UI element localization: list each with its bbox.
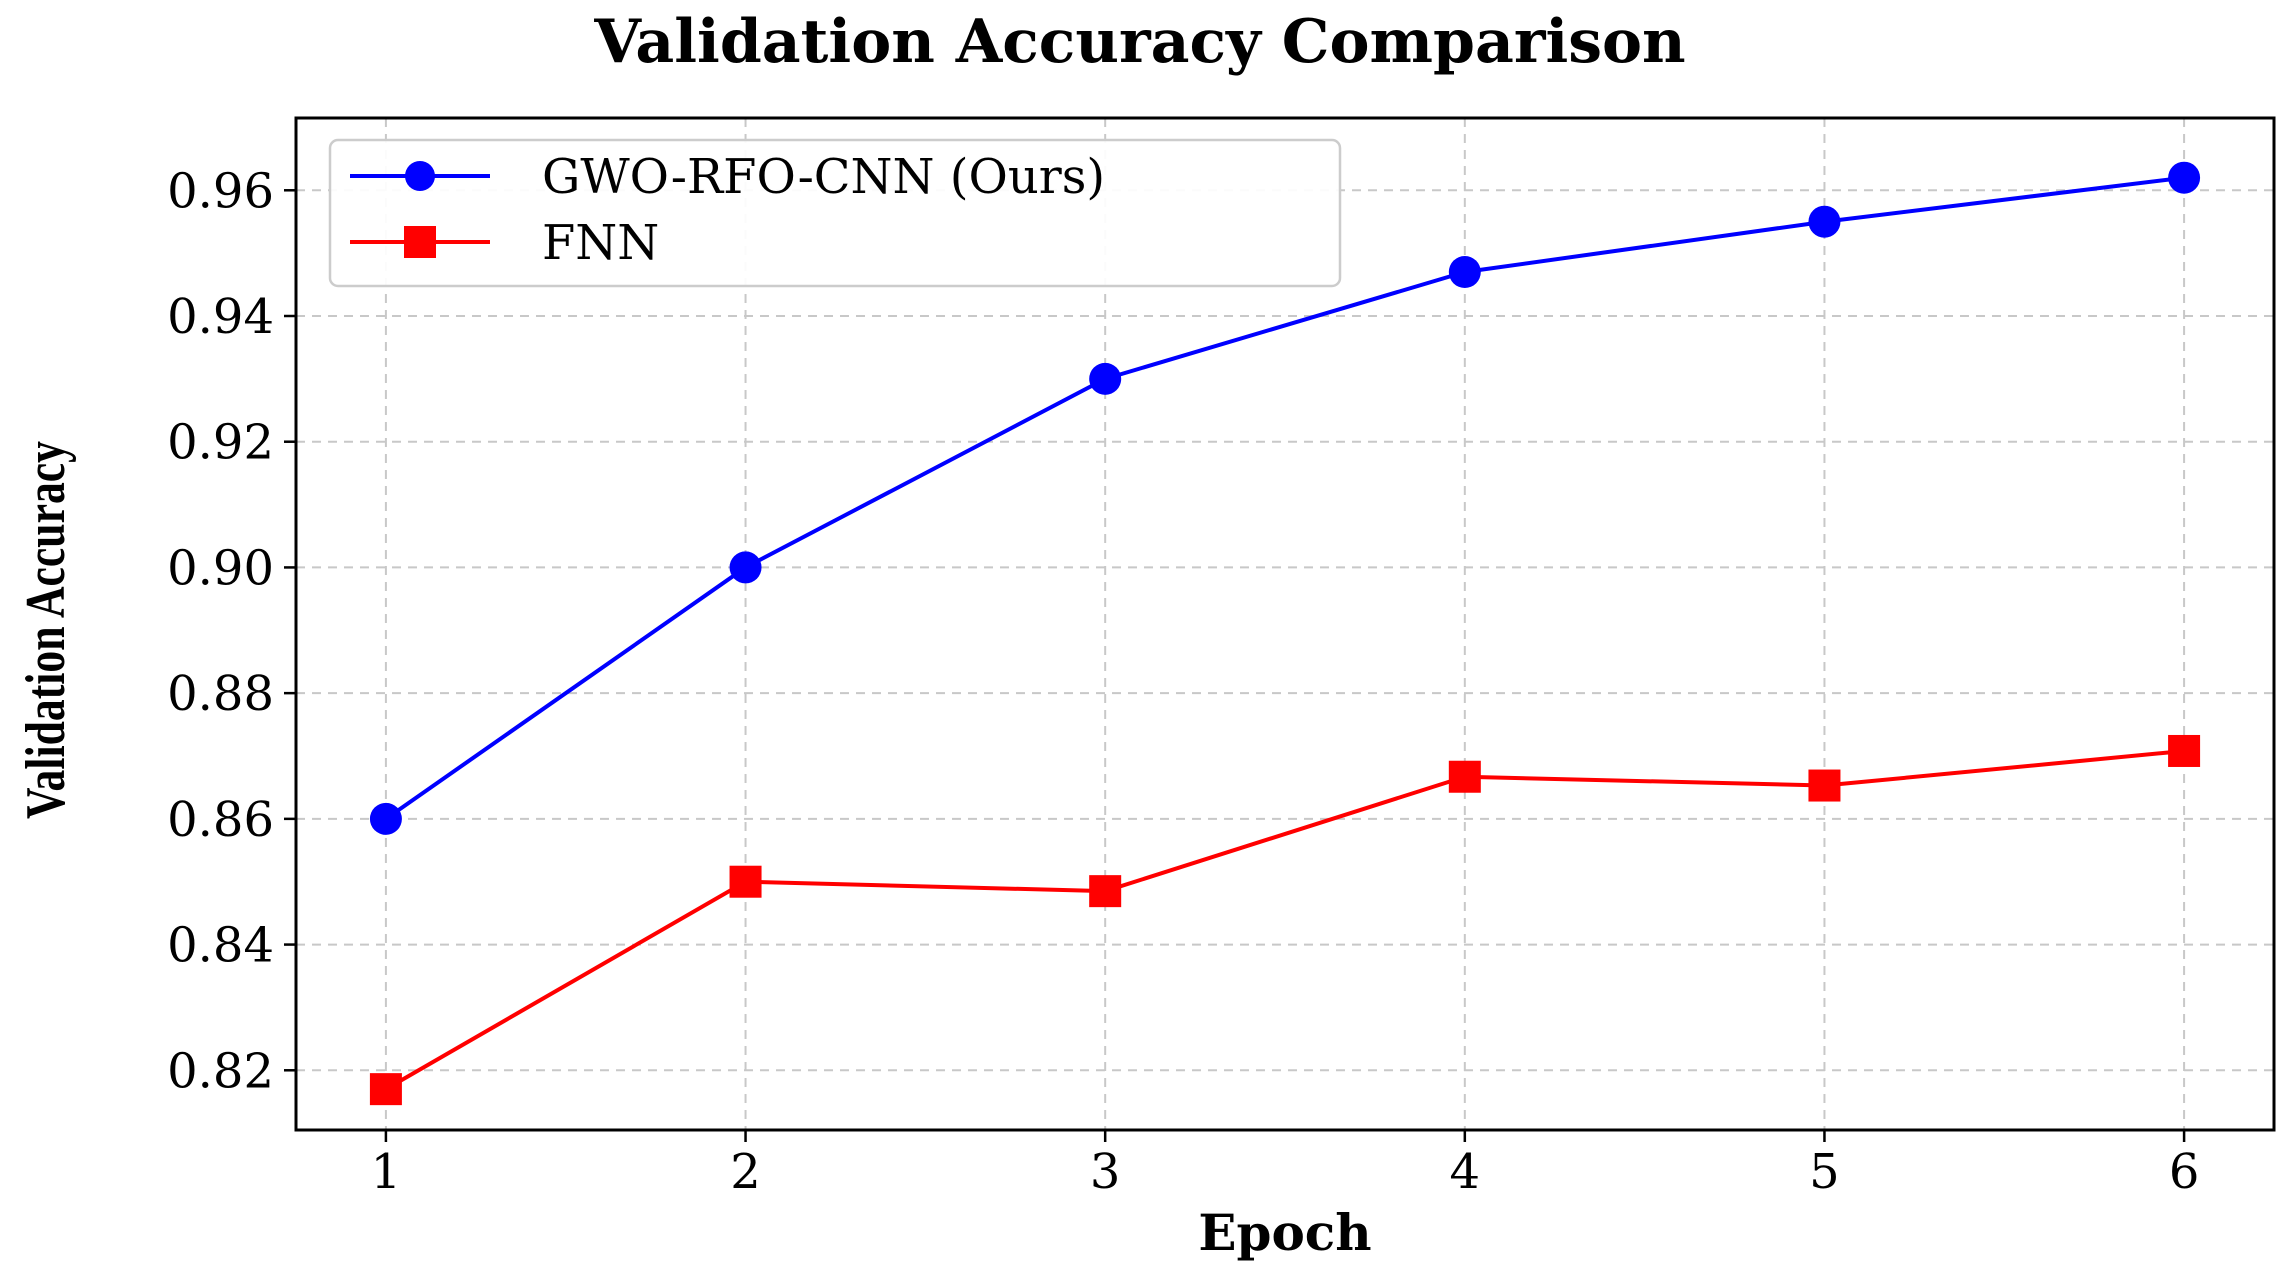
legend-marker-1 [404,226,436,258]
series-1-point [2168,734,2201,767]
x-tick-label: 2 [730,1144,761,1200]
series-0-point [1808,205,1841,238]
y-tick-label: 0.90 [167,540,274,596]
chart-title: Validation Accuracy Comparison [593,7,1685,77]
x-tick-label: 4 [1450,1144,1481,1200]
y-tick-label: 0.92 [167,415,274,471]
y-tick-label: 0.96 [167,163,274,219]
legend-label-0: GWO-RFO-CNN (Ours) [542,149,1105,205]
series-1-point [1808,769,1841,802]
series-1-point [369,1073,402,1106]
series-1-point [1089,875,1122,908]
x-tick-label: 6 [2169,1144,2200,1200]
series-line-0 [384,175,2185,821]
series-1-point [729,865,762,898]
plot-frame [294,116,2276,1132]
series-0-point [1448,256,1481,288]
legend: GWO-RFO-CNN (Ours) FNN [328,138,1342,288]
y-tick-label: 0.86 [167,792,274,848]
y-tick-label: 0.82 [167,1043,274,1099]
legend-marker-0 [405,161,435,191]
axis-ticks: 1 2 3 4 5 6 0.82 0.84 0.86 0.88 0.90 0.92 0.94 0.96 [167,163,2199,1200]
y-axis-label: Validation Accuracy [14,441,76,819]
series-line-1 [384,748,2185,1091]
x-tick-label: 1 [371,1144,402,1200]
y-tick-label: 0.88 [167,666,274,722]
y-tick-label: 0.94 [167,289,274,345]
series-0-point [1089,362,1122,395]
y-tick-label: 0.84 [167,918,274,974]
series-0-point [2168,161,2201,194]
series-1-point [1448,760,1481,793]
x-axis-label: Epoch [1198,1203,1371,1262]
series-0-point [369,802,402,835]
legend-box [328,138,1342,288]
series-layer [369,161,2201,1106]
series-0-point [729,551,762,584]
x-tick-label: 3 [1090,1144,1121,1200]
x-tick-label: 5 [1809,1144,1840,1200]
legend-label-1: FNN [542,215,659,271]
